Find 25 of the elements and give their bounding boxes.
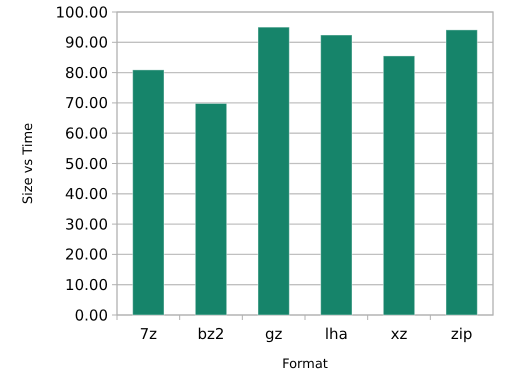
x-tick-label: xz [390, 325, 408, 343]
bar [320, 34, 352, 316]
x-tick-label: 7z [140, 325, 158, 343]
x-tick-label: zip [450, 325, 472, 343]
bar [132, 69, 164, 316]
x-tick-label: bz2 [198, 325, 224, 343]
y-axis-title: Size vs Time [21, 122, 36, 204]
bar [258, 26, 290, 316]
bar [194, 103, 228, 316]
y-tick-label: 100.00 [56, 3, 108, 22]
y-tick-label: 80.00 [65, 64, 108, 82]
x-tick-label: lha [324, 325, 348, 343]
y-tick-label: 70.00 [65, 94, 108, 112]
y-tick-label: 10.00 [65, 276, 108, 294]
y-tick-label: 30.00 [65, 215, 108, 234]
y-tick-label: 20.00 [65, 246, 108, 264]
x-tick-label: gz [264, 325, 282, 343]
y-tick-label: 50.00 [65, 154, 108, 173]
y-tick-label: 40.00 [65, 185, 108, 204]
y-tick-label: 90.00 [65, 34, 108, 52]
x-axis-title: Format [282, 357, 328, 372]
bar [446, 29, 478, 316]
bar [382, 55, 416, 316]
y-tick-label: 0.00 [74, 306, 108, 324]
y-tick-label: 60.00 [65, 124, 108, 142]
